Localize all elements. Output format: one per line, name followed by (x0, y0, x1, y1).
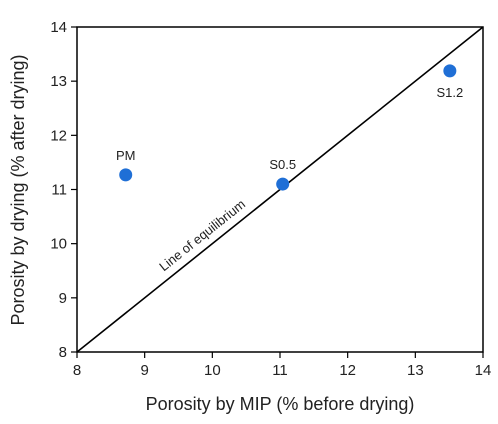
x-tick-label: 10 (204, 362, 221, 379)
y-axis-label: Porosity by drying (% after drying) (8, 54, 28, 325)
point-label: S1.2 (436, 85, 463, 100)
x-tick-label: 13 (407, 362, 424, 379)
x-axis-label: Porosity by MIP (% before drying) (146, 394, 415, 414)
x-tick-label: 11 (272, 362, 288, 379)
point (443, 64, 457, 78)
y-tick-label: 9 (59, 290, 67, 307)
x-tick-label: 9 (140, 362, 148, 379)
y-tick-label: 11 (51, 182, 67, 199)
x-tick-label: 8 (73, 362, 81, 379)
y-tick-label: 14 (50, 19, 67, 36)
x-tick-label: 14 (475, 362, 492, 379)
y-tick-label: 12 (50, 127, 67, 144)
point-label: PM (116, 148, 136, 163)
x-tick-label: 12 (339, 362, 356, 379)
point (276, 177, 290, 191)
y-tick-label: 13 (50, 73, 67, 90)
y-tick-label: 10 (50, 236, 67, 253)
y-tick-label: 8 (59, 344, 67, 361)
point (119, 168, 133, 182)
line-label: Line of equilibrium (156, 196, 248, 274)
point-label: S0.5 (269, 157, 296, 172)
